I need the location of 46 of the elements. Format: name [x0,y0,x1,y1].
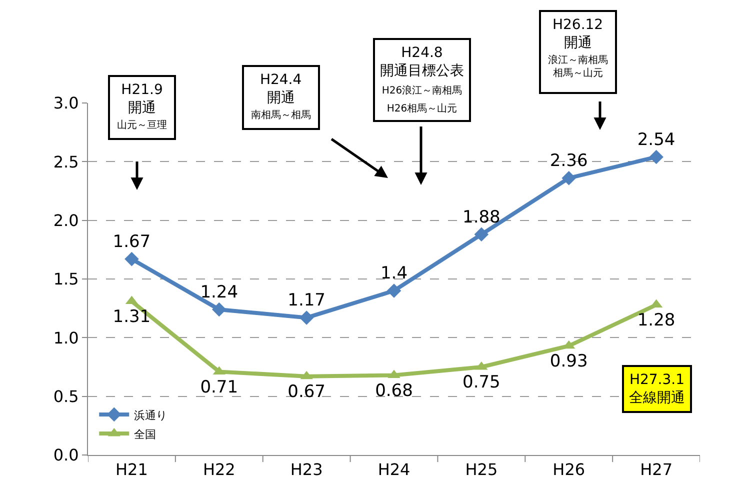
data-label: 0.68 [375,380,413,401]
annotation: H24.4 開通 [260,72,302,106]
text: H26.12 開通 [552,17,604,52]
data-label: 1.17 [288,290,326,311]
data-label: 0.67 [288,382,326,402]
annotation: H27.3.1 全線開通 [629,372,685,406]
y-tick-label: 0.5 [53,386,79,406]
y-tick-label: 3.0 [53,94,79,113]
legend-label: 浜通り [134,408,168,422]
data-label: 2.36 [550,150,588,171]
y-tick-label: 2.5 [53,152,79,172]
data-label: 1.31 [112,306,151,327]
y-tick-label: 0.0 [53,446,79,465]
data-label: 1.4 [380,264,408,284]
annotation: 山元～亘理 [117,119,167,131]
x-tick-label: H22 [202,460,236,480]
data-label: 1.24 [200,282,238,302]
x-tick-label: H23 [290,460,323,480]
x-tick-label: H26 [552,460,586,480]
point [124,252,139,266]
data-label: 1.67 [112,232,151,252]
legend-label: 全国 [134,428,156,441]
point [212,302,226,317]
text: 浪江～南相馬 [548,54,608,66]
data-label: 2.54 [637,130,676,150]
point [649,150,664,164]
y-tick-label: 1.0 [53,328,79,348]
text: 相馬～山元 [553,67,603,79]
x-tick-label: H21 [116,460,148,480]
point [386,284,402,298]
data-label: 0.93 [550,352,588,372]
annotation: 南相馬～相馬 [251,109,311,121]
point [562,170,576,186]
data-label: 0.71 [200,377,238,398]
y-tick-label: 2.0 [53,210,79,230]
data-label: 1.28 [637,310,676,330]
point [299,310,314,325]
annotation: H21.9 開通 [121,82,163,116]
x-tick-label: H25 [465,460,498,480]
x-tick-label: H27 [640,460,672,480]
data-label: 0.75 [462,372,500,393]
data-label: 1.88 [462,207,500,228]
y-tick-label: 1.5 [53,270,79,289]
annotation: H24.8 開通目標公表 H26浪江～南相馬 H26相馬～山元 [380,45,464,115]
x-tick-label: H24 [378,460,410,480]
point [474,227,489,242]
